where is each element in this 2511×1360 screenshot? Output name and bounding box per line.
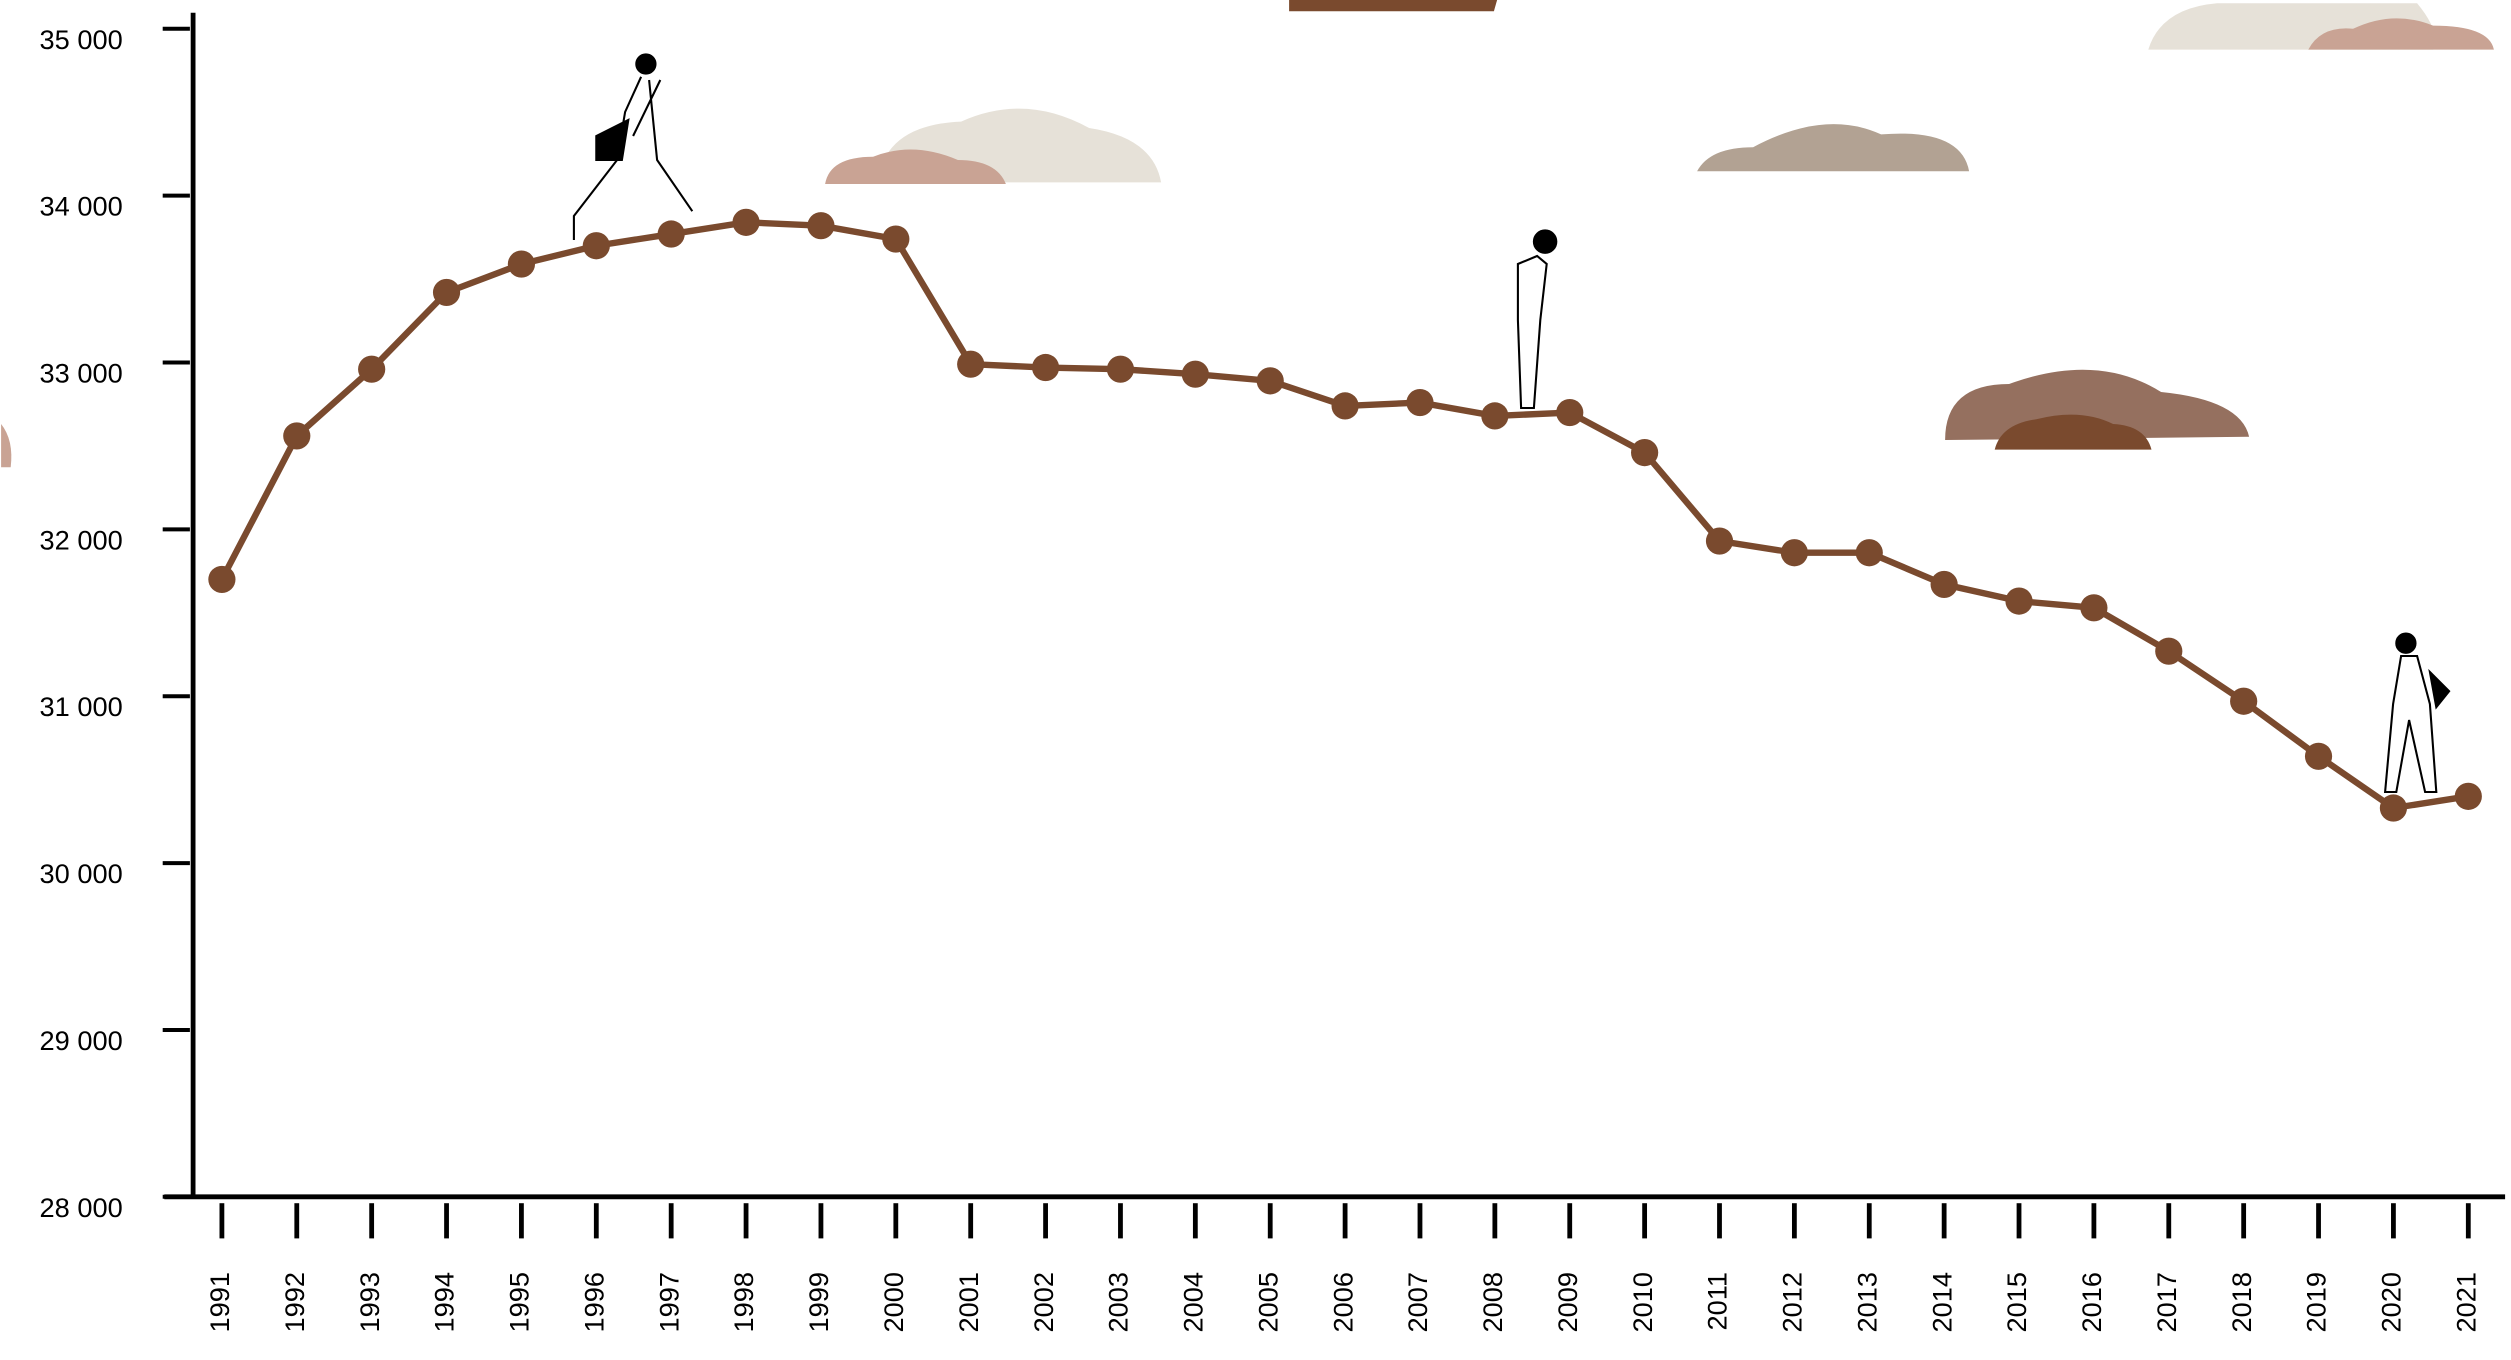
x-tick-label: 2015 [2001, 1272, 2032, 1332]
y-tick-label: 28 000 [40, 1192, 123, 1223]
x-tick-label: 2010 [1627, 1272, 1658, 1332]
x-tick-label: 2011 [1702, 1272, 1733, 1330]
x-tick-label: 2009 [1552, 1272, 1583, 1332]
data-point [882, 225, 910, 253]
x-tick-label: 1993 [354, 1272, 385, 1332]
figures [572, 53, 2451, 794]
data-point [1106, 355, 1135, 383]
data-point [1181, 360, 1209, 388]
x-tick-label: 2012 [1777, 1272, 1808, 1332]
x-tick-label: 1997 [653, 1272, 684, 1332]
x-tick-label: 2004 [1178, 1272, 1209, 1332]
data-point [2005, 587, 2033, 615]
data-point [2080, 594, 2108, 622]
y-tick-label: 34 000 [40, 191, 123, 222]
data-point [1705, 527, 1734, 555]
x-tick-label: 2003 [1103, 1272, 1134, 1332]
x-tick-label: 1998 [728, 1272, 759, 1332]
y-tick-label: 31 000 [40, 691, 123, 722]
clouds [1, 0, 2494, 468]
data-point [2379, 794, 2408, 822]
x-tick-label: 2005 [1252, 1272, 1283, 1332]
data-point [807, 212, 835, 240]
data-point [1780, 539, 1808, 567]
data-point [1556, 398, 1584, 427]
x-tick-label: 2013 [1851, 1272, 1882, 1332]
data-point [507, 250, 536, 278]
y-tick-label: 33 000 [40, 358, 123, 389]
x-tick-label: 2016 [2076, 1272, 2107, 1332]
data-point [2454, 782, 2482, 810]
data-point [358, 355, 386, 383]
x-tick-label: 2018 [2226, 1272, 2257, 1332]
data-point [2304, 742, 2333, 770]
x-tick-label: 1996 [578, 1272, 609, 1332]
y-tick-label: 32 000 [40, 524, 123, 555]
x-tick-label: 1995 [504, 1272, 535, 1332]
series-line [219, 219, 2469, 812]
x-tick-label: 2002 [1028, 1272, 1059, 1332]
data-point [2230, 687, 2258, 715]
x-tick-label: 2021 [2450, 1272, 2481, 1332]
x-tick-label: 1991 [204, 1272, 235, 1332]
data-point [1331, 392, 1359, 420]
x-tick-label: 2008 [1477, 1272, 1508, 1332]
data-point [432, 278, 461, 307]
data-point [1855, 539, 1883, 567]
data-point [732, 208, 760, 236]
data-point [1930, 570, 1958, 599]
x-tick-label: 2007 [1402, 1272, 1433, 1332]
x-tick-label: 2006 [1327, 1272, 1358, 1332]
data-point [283, 422, 311, 450]
y-tick-label: 30 000 [40, 858, 123, 889]
x-tick-label: 2014 [1926, 1272, 1957, 1332]
x-tick-label: 1992 [279, 1272, 310, 1332]
data-point [1631, 439, 1659, 467]
x-tick-label: 2020 [2376, 1272, 2407, 1332]
data-point [1406, 388, 1434, 417]
y-tick-label: 29 000 [40, 1025, 123, 1056]
x-tick-label: 2000 [878, 1272, 909, 1332]
data-point [1256, 367, 1284, 395]
data-point [1481, 402, 1509, 430]
x-tick-label: 1999 [803, 1272, 834, 1332]
data-point [2155, 637, 2183, 665]
data-point [208, 565, 236, 594]
x-tick-label: 2001 [953, 1272, 984, 1332]
y-tick-label: 35 000 [40, 24, 123, 55]
x-tick-label: 2017 [2151, 1272, 2182, 1332]
x-tick-label: 1994 [429, 1272, 460, 1332]
data-point [582, 232, 610, 260]
data-point [957, 350, 985, 378]
x-tick-label: 2019 [2301, 1272, 2332, 1332]
data-point [1031, 353, 1060, 382]
data-point [657, 220, 685, 248]
